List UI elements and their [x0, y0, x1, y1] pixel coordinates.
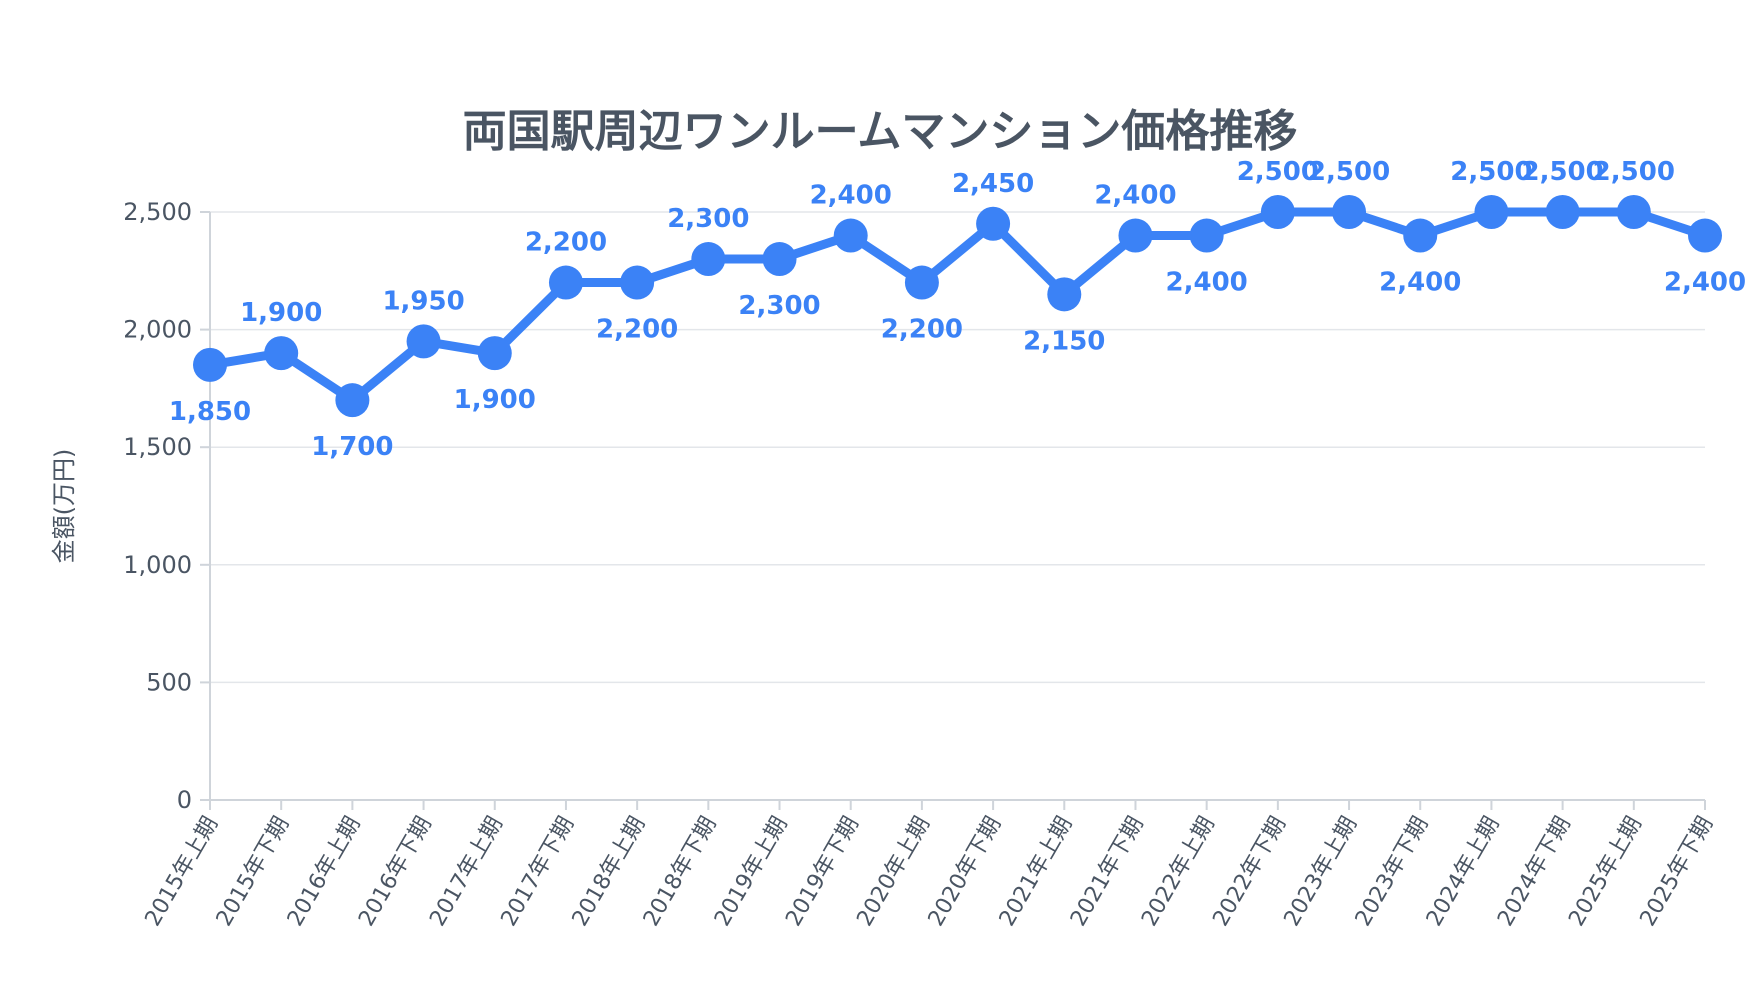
x-tick-label: 2017年下期 — [496, 813, 579, 931]
x-tick-label: 2015年下期 — [212, 813, 295, 931]
data-label: 1,900 — [240, 298, 322, 328]
data-point — [1545, 195, 1580, 229]
data-label: 2,400 — [1664, 268, 1746, 298]
x-tick-label: 2025年下期 — [1636, 813, 1719, 931]
series-line — [205, 207, 1710, 405]
y-tick-label: 2,500 — [123, 198, 192, 226]
data-label: 2,200 — [596, 315, 678, 345]
data-label: 2,400 — [1379, 268, 1461, 298]
y-tick-label: 1,500 — [123, 433, 192, 461]
data-point — [1118, 218, 1153, 253]
x-tick-label: 2018年下期 — [639, 813, 722, 931]
x-tick-label: 2025年上期 — [1564, 813, 1647, 931]
data-label: 1,950 — [382, 286, 464, 316]
data-point — [406, 324, 441, 359]
data-point — [976, 206, 1011, 241]
data-point — [1189, 218, 1224, 253]
data-label: 2,300 — [738, 291, 820, 321]
data-point — [1260, 195, 1295, 229]
data-point — [1616, 195, 1651, 229]
y-tick-labels: 0 500 1,000 1,500 2,000 2,500 — [123, 198, 192, 814]
data-label: 2,500 — [1593, 157, 1675, 187]
x-tick-label: 2018年上期 — [568, 813, 651, 931]
data-label: 2,200 — [881, 315, 963, 345]
x-tick-label: 2019年上期 — [710, 813, 793, 931]
x-tick-label: 2016年上期 — [283, 813, 366, 931]
data-label: 1,900 — [454, 385, 536, 415]
x-tick-label: 2022年下期 — [1208, 813, 1291, 931]
data-point — [335, 383, 370, 418]
x-tick-label: 2017年上期 — [425, 813, 508, 931]
y-tick-label: 2,000 — [123, 316, 192, 344]
data-point — [904, 265, 939, 300]
data-point — [1474, 195, 1509, 229]
series-line-group — [205, 207, 1710, 405]
data-label: 1,700 — [311, 432, 393, 462]
x-tick-label: 2021年下期 — [1066, 813, 1149, 931]
data-label: 2,400 — [1094, 181, 1176, 211]
data-label: 2,500 — [1308, 157, 1390, 187]
x-tick-label: 2022年上期 — [1137, 813, 1220, 931]
x-tick-label: 2024年下期 — [1493, 813, 1576, 931]
data-points — [193, 195, 1722, 418]
data-point — [1403, 218, 1438, 253]
x-tick-label: 2019年下期 — [781, 813, 864, 931]
data-point — [548, 265, 583, 300]
data-label: 2,150 — [1023, 326, 1105, 356]
data-label: 2,300 — [667, 204, 749, 234]
data-label: 2,500 — [1237, 157, 1319, 187]
data-label: 2,500 — [1450, 157, 1532, 187]
y-tick-label: 1,000 — [123, 551, 192, 579]
data-point — [620, 265, 655, 300]
data-label: 2,400 — [810, 181, 892, 211]
data-point — [762, 242, 797, 277]
x-tick-label: 2020年上期 — [852, 813, 935, 931]
data-point — [691, 242, 726, 277]
x-tick-label: 2023年下期 — [1351, 813, 1434, 931]
data-labels: 1,850 1,900 1,700 1,950 1,900 2,200 2,200 2,300… — [169, 157, 1746, 462]
data-label: 1,850 — [169, 397, 251, 427]
data-point — [193, 347, 227, 382]
y-tick-label: 500 — [146, 668, 192, 696]
x-tick-label: 2024年上期 — [1422, 813, 1505, 931]
x-tick-label: 2020年下期 — [924, 813, 1007, 931]
data-label: 2,450 — [952, 169, 1034, 199]
x-tick-label: 2016年下期 — [354, 813, 437, 931]
data-point — [477, 336, 512, 371]
data-point — [1688, 218, 1722, 253]
x-tick-label: 2023年上期 — [1280, 813, 1363, 931]
data-label: 2,200 — [525, 228, 607, 258]
data-point — [264, 336, 299, 371]
y-axis-label: 金額(万円) — [50, 449, 78, 564]
y-tick-label: 0 — [177, 786, 192, 814]
data-label: 2,400 — [1166, 268, 1248, 298]
x-tick-labels: 2015年上期2015年下期2016年上期2016年下期2017年上期2017年… — [141, 800, 1719, 931]
data-point — [1047, 277, 1082, 312]
data-point — [833, 218, 868, 253]
data-label: 2,500 — [1521, 157, 1603, 187]
grid-lines — [200, 211, 1705, 801]
x-tick-label: 2015年上期 — [141, 813, 224, 931]
axes — [209, 212, 1705, 801]
data-point — [1332, 195, 1367, 229]
chart-title: 両国駅周辺ワンルームマンション価格推移 — [462, 106, 1298, 157]
x-tick-label: 2021年上期 — [995, 813, 1078, 931]
